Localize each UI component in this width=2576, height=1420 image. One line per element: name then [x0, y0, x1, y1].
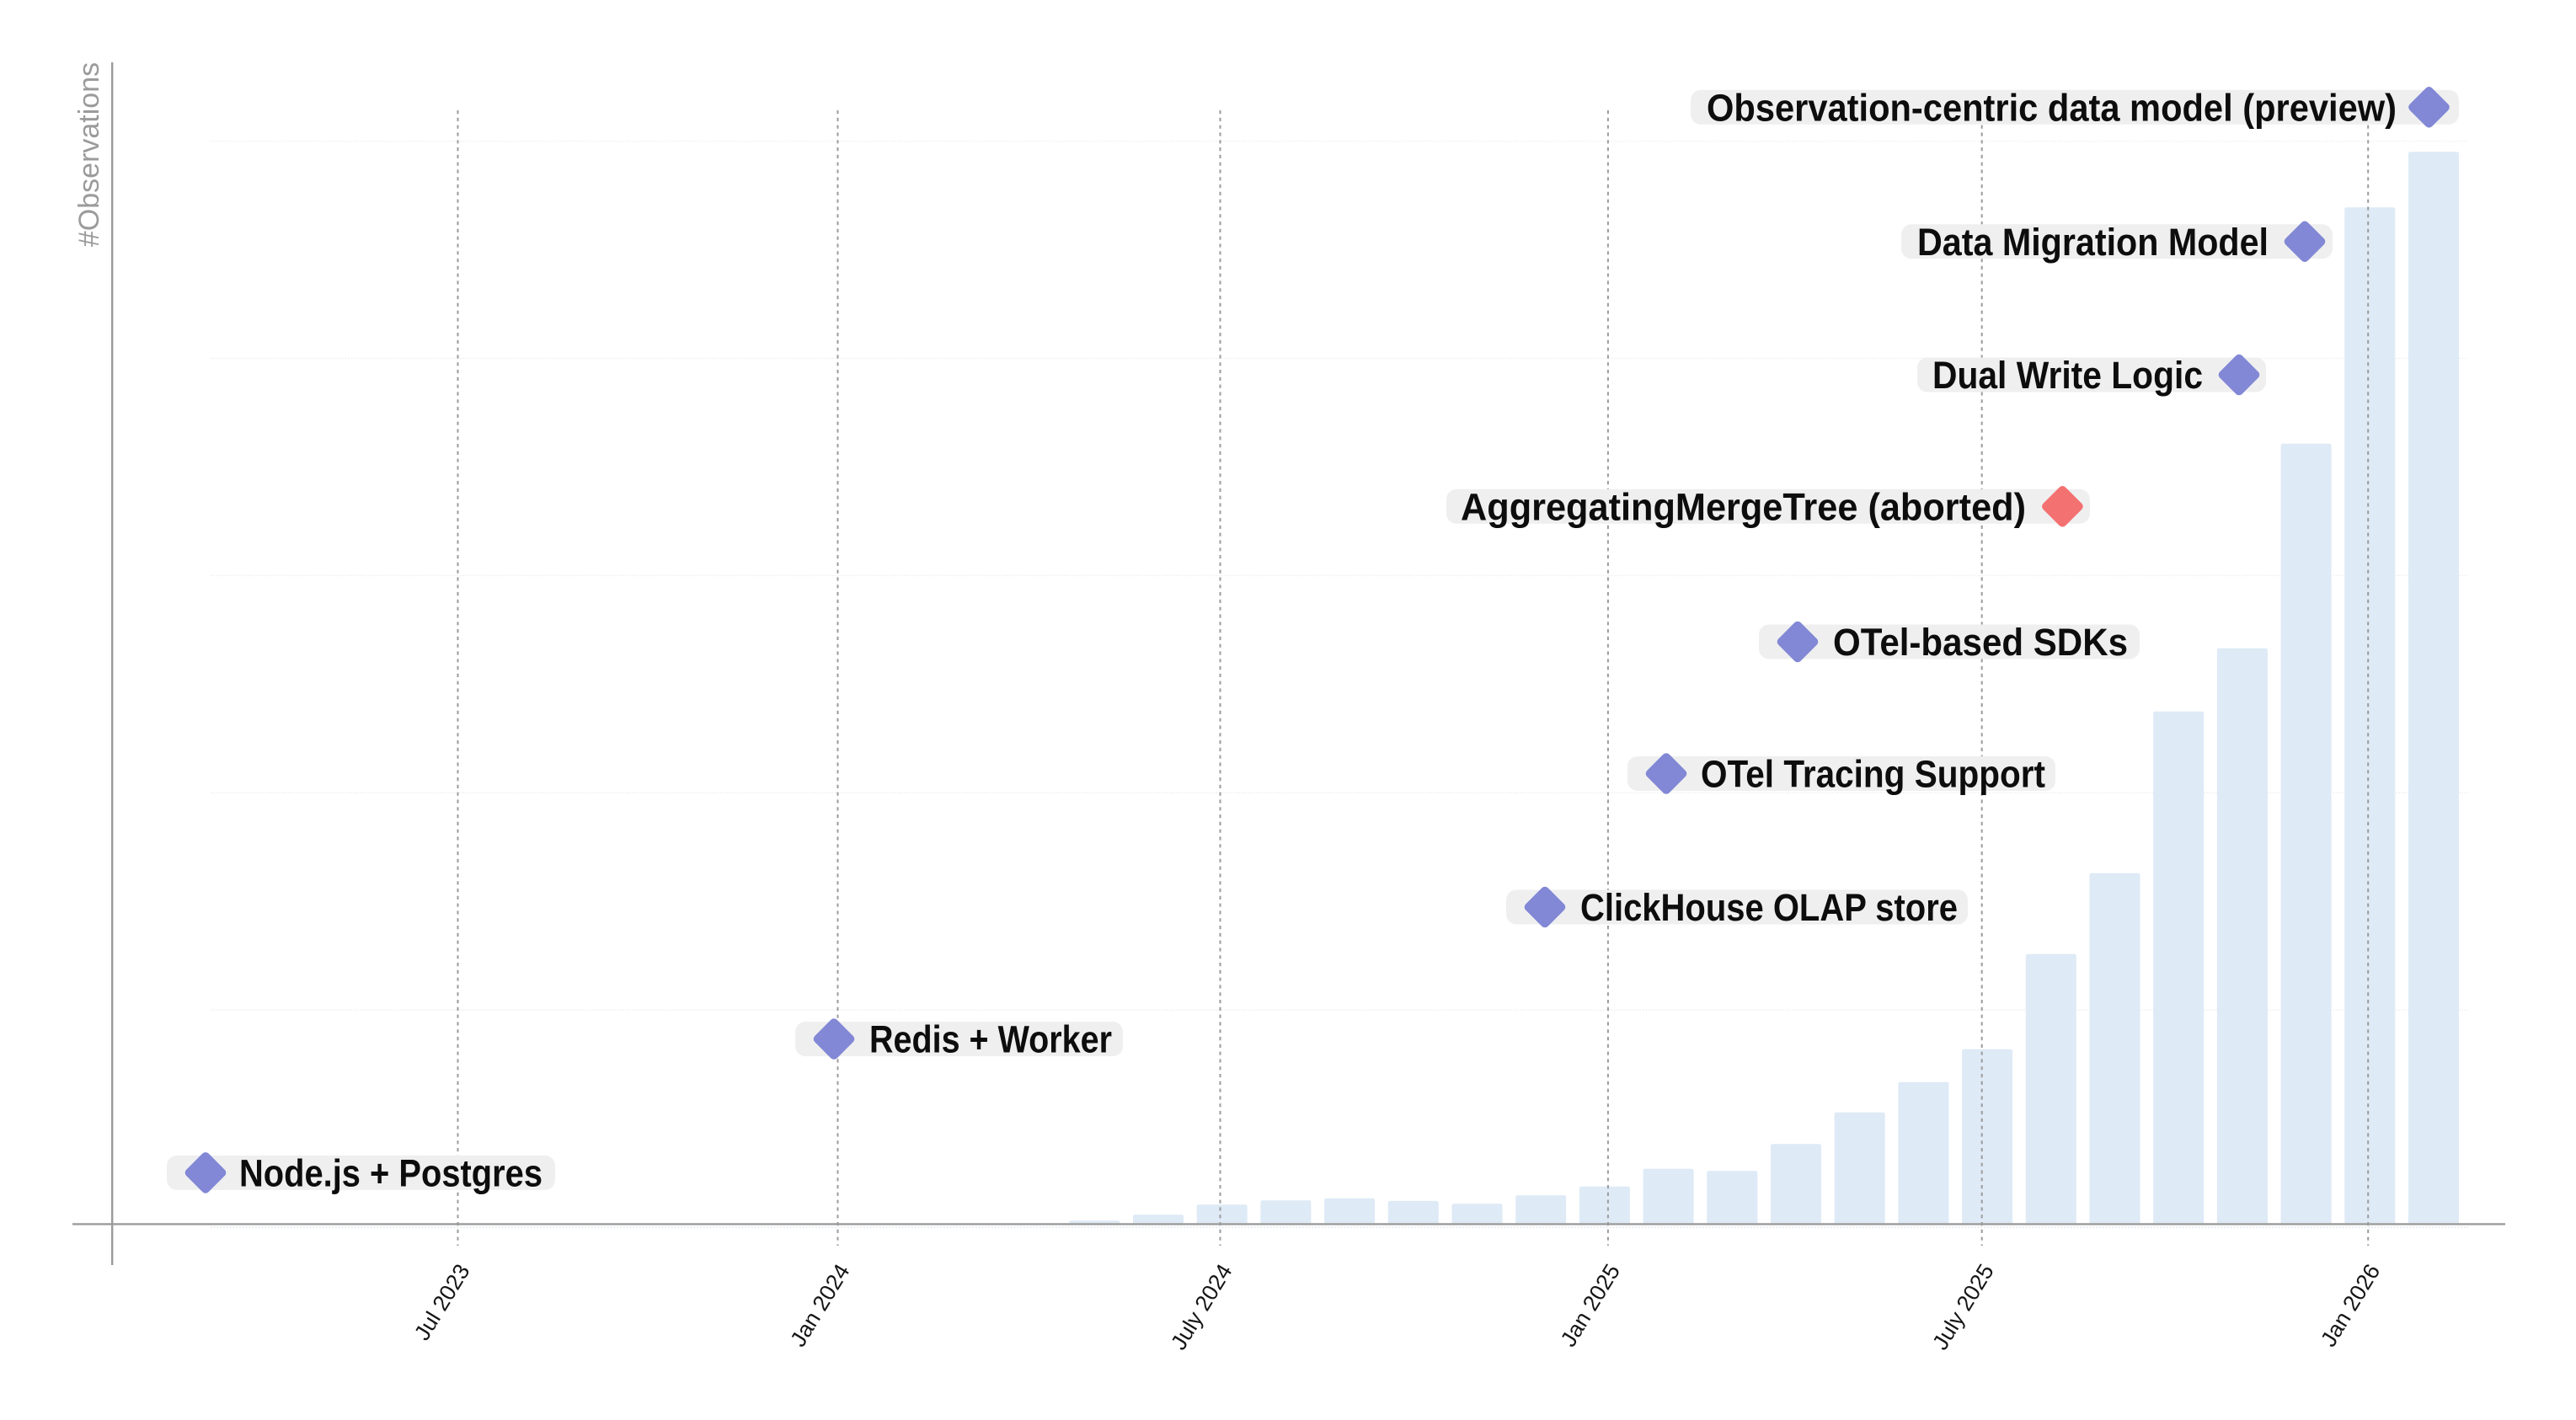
- svg-text:Jan 2024: Jan 2024: [785, 1259, 855, 1351]
- svg-text:OTel-based SDKs: OTel-based SDKs: [1833, 621, 2128, 664]
- svg-text:Jan 2025: Jan 2025: [1555, 1259, 1625, 1351]
- svg-text:#Observations: #Observations: [73, 62, 105, 247]
- svg-text:Dual Write Logic: Dual Write Logic: [1932, 354, 2203, 397]
- svg-text:AggregatingMergeTree (aborted): AggregatingMergeTree (aborted): [1461, 485, 2026, 528]
- svg-text:Node.js + Postgres: Node.js + Postgres: [239, 1151, 542, 1194]
- svg-text:Data Migration Model: Data Migration Model: [1917, 221, 2269, 264]
- svg-text:ClickHouse OLAP store: ClickHouse OLAP store: [1580, 886, 1958, 929]
- svg-text:July 2024: July 2024: [1166, 1259, 1237, 1353]
- svg-text:Jul 2023: Jul 2023: [409, 1259, 475, 1344]
- svg-text:OTel Tracing Support: OTel Tracing Support: [1701, 753, 2045, 796]
- svg-text:Observation-centric data model: Observation-centric data model (preview): [1707, 86, 2397, 129]
- svg-text:July 2025: July 2025: [1927, 1259, 1999, 1353]
- svg-text:Redis + Worker: Redis + Worker: [869, 1018, 1112, 1061]
- svg-text:Jan 2026: Jan 2026: [2316, 1259, 2386, 1351]
